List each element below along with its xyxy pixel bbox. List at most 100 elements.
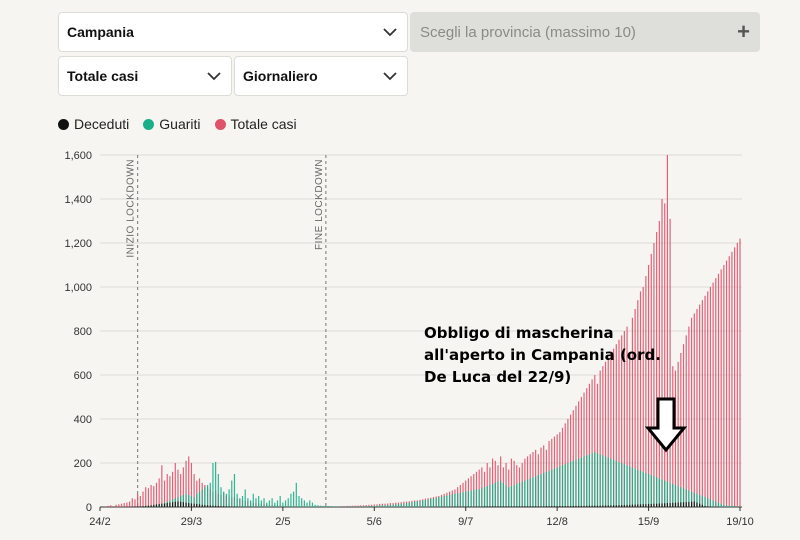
bar-totale-casi — [656, 232, 658, 507]
legend-item-deceduti[interactable]: Deceduti — [58, 116, 129, 132]
bar-guariti — [411, 502, 413, 507]
y-tick-label: 1,200 — [64, 238, 92, 250]
bar-guariti — [465, 491, 467, 507]
bar-deceduti — [591, 505, 593, 507]
bar-guariti — [457, 493, 459, 507]
bar-totale-casi — [120, 503, 123, 507]
bar-guariti — [279, 496, 281, 507]
bar-guariti — [661, 479, 663, 507]
bar-totale-casi — [696, 309, 698, 507]
bar-guariti — [553, 468, 556, 507]
bar-deceduti — [594, 505, 596, 507]
bar-deceduti — [664, 503, 666, 507]
bar-guariti — [513, 485, 515, 507]
bar-deceduti — [666, 503, 668, 507]
bar-deceduti — [707, 506, 709, 507]
bar-guariti — [631, 467, 634, 507]
add-province-icon[interactable]: + — [737, 19, 750, 44]
bar-guariti — [575, 459, 577, 507]
bar-totale-casi — [693, 313, 695, 507]
x-tick-label: 12/8 — [546, 516, 567, 528]
bar-deceduti — [158, 503, 160, 507]
bar-guariti — [260, 500, 262, 507]
bar-deceduti — [497, 506, 499, 507]
bar-guariti — [217, 474, 219, 507]
bar-guariti — [734, 506, 736, 507]
bar-deceduti — [556, 506, 558, 507]
bar-deceduti — [693, 501, 695, 507]
bar-guariti — [540, 474, 542, 507]
chevron-down-icon — [383, 69, 397, 83]
bar-guariti — [317, 505, 319, 507]
bar-totale-casi — [666, 155, 668, 507]
bar-totale-casi — [112, 506, 115, 507]
bar-deceduti — [569, 506, 572, 507]
bar-guariti — [215, 461, 217, 507]
bar-guariti — [473, 489, 475, 507]
bar-totale-casi — [362, 505, 365, 507]
bar-deceduti — [163, 503, 166, 507]
bar-guariti — [505, 485, 507, 507]
bar-totale-casi — [107, 505, 109, 507]
bar-totale-casi — [188, 456, 190, 507]
bar-totale-casi — [626, 326, 628, 507]
bar-deceduti — [543, 506, 545, 507]
bar-guariti — [699, 494, 701, 507]
bar-guariti — [223, 491, 225, 507]
bar-totale-casi — [647, 265, 650, 507]
bar-totale-casi — [193, 474, 195, 507]
bar-guariti — [707, 498, 709, 507]
legend-item-totale-casi[interactable]: Totale casi — [214, 116, 297, 132]
bar-guariti — [193, 497, 195, 507]
region-select[interactable]: Campania — [58, 12, 408, 52]
province-picker[interactable]: Scegli la provincia (massimo 10) + — [410, 12, 760, 52]
bar-guariti — [432, 498, 435, 507]
down-arrow-icon — [644, 397, 688, 453]
frequency-select[interactable]: Giornaliero — [234, 56, 408, 96]
bar-totale-casi — [690, 317, 693, 507]
bar-totale-casi — [169, 476, 171, 507]
bar-deceduti — [621, 505, 623, 507]
metric-select[interactable]: Totale casi — [58, 56, 232, 96]
bar-deceduti — [653, 503, 655, 507]
bar-totale-casi — [131, 498, 133, 507]
bar-totale-casi — [365, 505, 367, 507]
bar-guariti — [462, 492, 464, 507]
bar-guariti — [241, 496, 244, 507]
bar-totale-casi — [161, 465, 163, 507]
bar-guariti — [188, 494, 190, 507]
bar-deceduti — [661, 503, 663, 507]
bar-totale-casi — [172, 471, 174, 507]
x-tick-label: 29/3 — [181, 516, 202, 528]
bar-totale-casi — [185, 460, 187, 507]
bar-deceduti — [696, 502, 698, 507]
bar-deceduti — [174, 501, 176, 507]
bar-deceduti — [510, 506, 513, 507]
bar-deceduti — [618, 505, 620, 507]
bar-guariti — [440, 496, 443, 507]
bar-totale-casi — [731, 251, 733, 507]
bar-totale-casi — [707, 291, 709, 507]
bar-guariti — [306, 502, 308, 507]
bar-deceduti — [198, 504, 201, 507]
y-tick-label: 1,000 — [64, 282, 92, 294]
y-tick-label: 200 — [74, 458, 92, 470]
bar-deceduti — [572, 505, 574, 507]
bar-totale-casi — [492, 458, 494, 507]
bar-totale-casi — [629, 353, 631, 507]
bar-totale-casi — [379, 503, 381, 507]
bar-deceduti — [545, 506, 547, 507]
y-tick-label: 1,400 — [64, 194, 92, 206]
bar-deceduti — [690, 501, 693, 507]
bar-deceduti — [137, 506, 139, 507]
bar-totale-casi — [602, 366, 604, 507]
bar-guariti — [228, 489, 230, 507]
bar-guariti — [314, 504, 316, 507]
bar-totale-casi — [346, 505, 348, 507]
bar-guariti — [685, 489, 687, 507]
x-tick-label: 9/7 — [458, 516, 473, 528]
bar-guariti — [664, 480, 666, 507]
bar-deceduti — [596, 505, 599, 507]
legend-item-guariti[interactable]: Guariti — [143, 116, 201, 132]
bar-deceduti — [599, 505, 601, 507]
